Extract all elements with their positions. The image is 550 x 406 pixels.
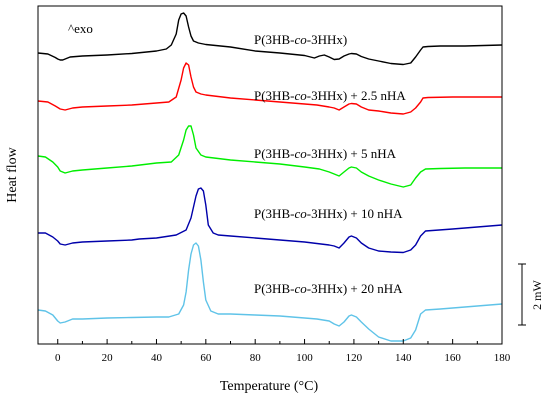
curve-label-part: -3HHx) + 20 nHA bbox=[307, 281, 403, 296]
curve-label-part: P(3HB- bbox=[254, 32, 294, 47]
curve-label-3: P(3HB-co-3HHx) + 5 nHA bbox=[254, 146, 397, 161]
series-line-4 bbox=[38, 187, 503, 254]
series-line-3 bbox=[37, 125, 502, 188]
curve-label-part: P(3HB- bbox=[254, 88, 294, 103]
x-tick-label: 120 bbox=[346, 352, 363, 364]
x-tick-label: 80 bbox=[250, 352, 262, 364]
x-tick-label: 180 bbox=[494, 352, 511, 364]
x-tick-label: 40 bbox=[151, 352, 163, 364]
curve-label-part: -3HHx) + 10 nHA bbox=[307, 206, 403, 221]
series-line-2 bbox=[37, 62, 502, 115]
curve-label-5: P(3HB-co-3HHx) + 20 nHA bbox=[254, 281, 403, 296]
curve-label-part: P(3HB- bbox=[254, 146, 294, 161]
curve-label-part: co bbox=[294, 146, 307, 161]
y-axis-label: Heat flow bbox=[5, 146, 20, 202]
curve-label-part: co bbox=[294, 32, 307, 47]
series-line-1 bbox=[37, 12, 503, 66]
curve-label-4: P(3HB-co-3HHx) + 10 nHA bbox=[254, 206, 403, 221]
series-line-5 bbox=[37, 242, 503, 342]
curve-label-part: -3HHx) bbox=[307, 32, 347, 47]
curve-label-part: -3HHx) + 2.5 nHA bbox=[307, 88, 407, 103]
curve-label-1: P(3HB-co-3HHx) bbox=[254, 32, 347, 47]
scale-bar-label: 2 mW bbox=[530, 280, 544, 310]
x-tick-label: 60 bbox=[200, 352, 212, 364]
x-ticks: 0 20 40 60 80 100 120 140 160 180 bbox=[55, 339, 511, 364]
plot-frame bbox=[37, 5, 503, 345]
curve-label-part: -3HHx) + 5 nHA bbox=[307, 146, 397, 161]
exo-annotation: ^exo bbox=[68, 21, 93, 36]
x-axis-label: Temperature (°C) bbox=[220, 379, 319, 394]
curve-label-part: co bbox=[294, 206, 307, 221]
x-tick-label: 0 bbox=[55, 352, 61, 364]
curve-label-part: co bbox=[294, 88, 307, 103]
x-tick-label: 160 bbox=[444, 352, 461, 364]
curve-labels: P(3HB-co-3HHx)P(3HB-co-3HHx) + 2.5 nHAP(… bbox=[254, 32, 406, 296]
series-layer bbox=[37, 12, 503, 342]
curve-label-part: P(3HB- bbox=[254, 281, 294, 296]
curve-label-part: P(3HB- bbox=[254, 206, 294, 221]
x-tick-label: 20 bbox=[102, 352, 114, 364]
x-tick-label: 100 bbox=[296, 352, 313, 364]
scale-bar: 2 mW bbox=[518, 263, 544, 326]
curve-label-2: P(3HB-co-3HHx) + 2.5 nHA bbox=[254, 88, 406, 103]
x-tick-label: 140 bbox=[395, 352, 412, 364]
curve-label-part: co bbox=[294, 281, 307, 296]
